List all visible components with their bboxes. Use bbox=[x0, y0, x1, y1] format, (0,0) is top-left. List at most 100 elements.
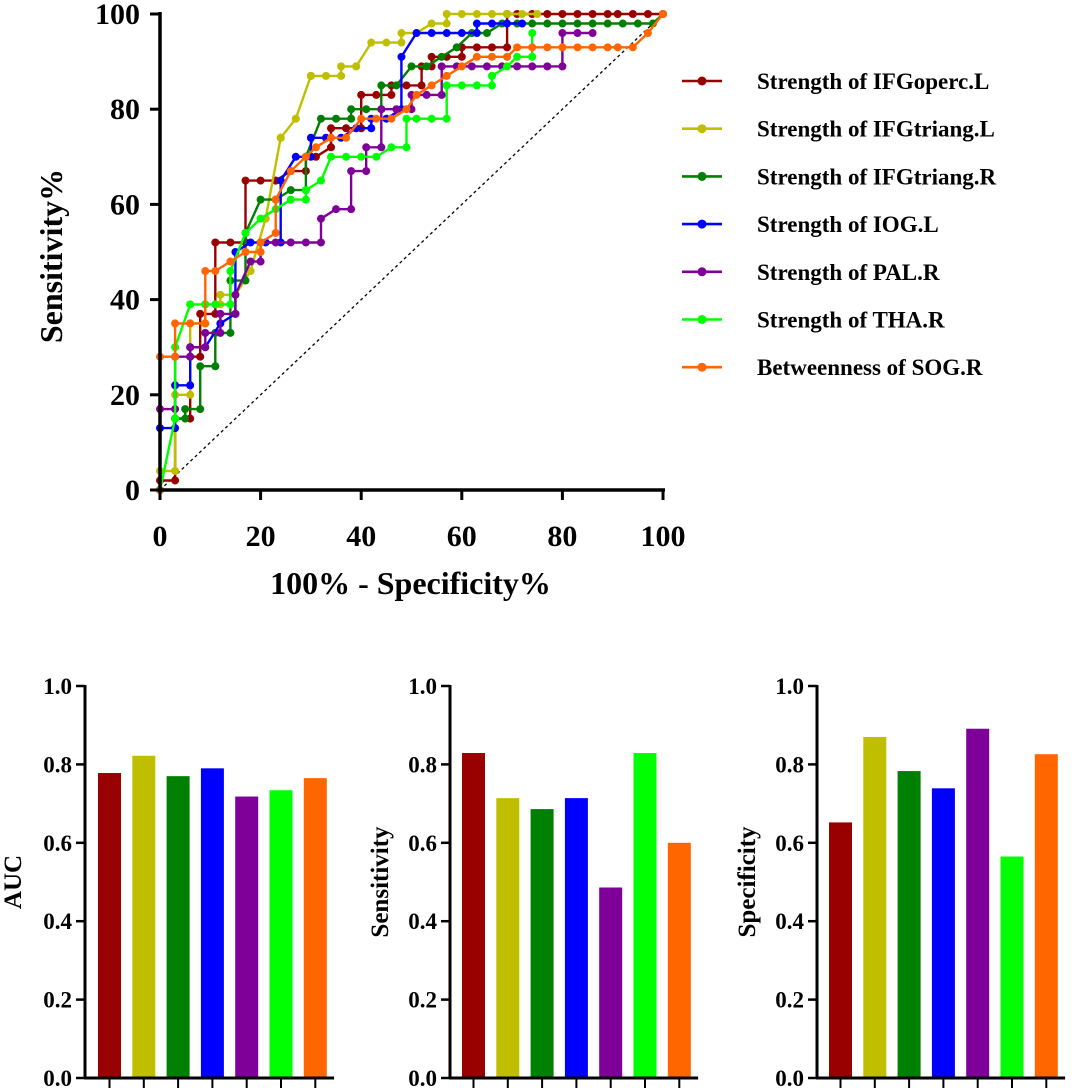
roc-point bbox=[352, 62, 361, 71]
roc-point bbox=[246, 267, 255, 276]
roc-point bbox=[452, 43, 461, 52]
roc-series-betweenness-of-sog-r bbox=[156, 10, 667, 494]
bar-strength-of-ifgoperc-l bbox=[462, 753, 485, 1078]
roc-point bbox=[472, 81, 481, 90]
bar-strength-of-iog-l bbox=[200, 768, 224, 1078]
roc-point bbox=[487, 52, 496, 61]
roc-point bbox=[201, 319, 210, 328]
roc-point bbox=[301, 238, 310, 247]
roc-point bbox=[196, 309, 205, 318]
roc-point bbox=[367, 38, 376, 47]
roc-point bbox=[503, 62, 512, 71]
roc-point bbox=[171, 319, 180, 328]
roc-point bbox=[513, 62, 522, 71]
roc-point bbox=[201, 328, 210, 337]
roc-point bbox=[442, 19, 451, 28]
legend-item-strength-of-ifgoperc-l: Strength of IFGoperc.L bbox=[682, 69, 989, 94]
roc-point bbox=[332, 114, 341, 123]
roc-x-tick-label: 100 bbox=[641, 520, 686, 553]
roc-point bbox=[588, 19, 597, 28]
roc-point bbox=[311, 143, 320, 152]
roc-point bbox=[286, 195, 295, 204]
bar-y-tick-label: 0.6 bbox=[43, 831, 72, 856]
bar-y-tick-label: 0.6 bbox=[775, 831, 804, 856]
roc-point bbox=[387, 114, 396, 123]
roc-point bbox=[412, 90, 421, 99]
roc-point bbox=[397, 29, 406, 38]
roc-point bbox=[201, 343, 210, 352]
roc-point bbox=[392, 105, 401, 114]
roc-point bbox=[442, 114, 451, 123]
roc-point bbox=[573, 29, 582, 38]
roc-point bbox=[437, 52, 446, 61]
roc-point bbox=[573, 10, 582, 18]
roc-point bbox=[628, 43, 637, 52]
roc-point bbox=[372, 114, 381, 123]
roc-point bbox=[171, 476, 180, 485]
roc-point bbox=[472, 43, 481, 52]
roc-point bbox=[186, 381, 195, 390]
roc-point bbox=[316, 214, 325, 223]
legend-swatch-marker bbox=[697, 124, 707, 134]
roc-point bbox=[256, 248, 265, 256]
roc-point bbox=[256, 176, 265, 185]
roc-point bbox=[256, 238, 265, 247]
roc-point bbox=[332, 205, 341, 214]
roc-x-tick-label: 60 bbox=[447, 520, 477, 553]
roc-point bbox=[412, 29, 421, 38]
roc-point bbox=[422, 62, 431, 71]
roc-point bbox=[372, 90, 381, 99]
roc-point bbox=[286, 167, 295, 176]
roc-point bbox=[558, 62, 567, 71]
roc-point bbox=[487, 81, 496, 90]
roc-point bbox=[216, 328, 225, 337]
roc-point bbox=[412, 114, 421, 123]
roc-point bbox=[618, 19, 627, 28]
roc-chart: 0 20 40 60 80 100 0 20 40 60 80 100 100% - Specifici… bbox=[33, 0, 686, 601]
roc-point bbox=[503, 43, 512, 52]
roc-point bbox=[186, 352, 195, 361]
roc-point bbox=[327, 133, 336, 142]
roc-point bbox=[613, 10, 622, 18]
legend-swatch-marker bbox=[697, 171, 707, 181]
roc-point bbox=[543, 10, 552, 18]
roc-point bbox=[513, 52, 522, 61]
roc-point bbox=[472, 19, 481, 28]
roc-point bbox=[171, 466, 180, 475]
bar-y-tick-label: 0.8 bbox=[775, 752, 804, 777]
bar-strength-of-ifgoperc-l bbox=[829, 822, 852, 1078]
legend-label: Strength of IFGtriang.R bbox=[757, 164, 997, 189]
roc-point bbox=[528, 29, 537, 38]
roc-point bbox=[628, 10, 637, 18]
roc-point bbox=[342, 133, 351, 142]
bar-y-tick-label: 0.2 bbox=[775, 988, 804, 1013]
legend-swatch-marker bbox=[697, 315, 707, 324]
roc-point bbox=[659, 10, 667, 18]
roc-point bbox=[513, 43, 522, 52]
roc-point bbox=[226, 238, 235, 247]
roc-y-tick-label: 60 bbox=[110, 188, 140, 221]
roc-point bbox=[503, 10, 512, 18]
roc-point bbox=[306, 71, 315, 80]
roc-point bbox=[487, 10, 496, 18]
roc-point bbox=[171, 352, 180, 361]
roc-series-strength-of-iog-l bbox=[156, 19, 527, 494]
legend-item-strength-of-pal-r: Strength of PAL.R bbox=[682, 260, 940, 285]
bar-strength-of-ifgtriang-r bbox=[530, 809, 554, 1078]
roc-series-strength-of-ifgtriang-l bbox=[156, 10, 542, 494]
roc-point bbox=[347, 167, 356, 176]
roc-point bbox=[226, 267, 235, 276]
roc-point bbox=[246, 257, 255, 266]
roc-point bbox=[196, 362, 205, 371]
roc-point bbox=[457, 62, 466, 71]
roc-point bbox=[603, 43, 612, 52]
roc-point bbox=[402, 105, 411, 114]
roc-point bbox=[442, 29, 451, 38]
bar-strength-of-ifgtriang-l bbox=[863, 736, 887, 1078]
legend-item-strength-of-ifgtriang-l: Strength of IFGtriang.L bbox=[682, 117, 995, 142]
roc-point bbox=[241, 248, 250, 256]
roc-x-tick-label: 80 bbox=[547, 520, 577, 553]
roc-point bbox=[362, 143, 371, 152]
roc-point bbox=[392, 81, 401, 90]
